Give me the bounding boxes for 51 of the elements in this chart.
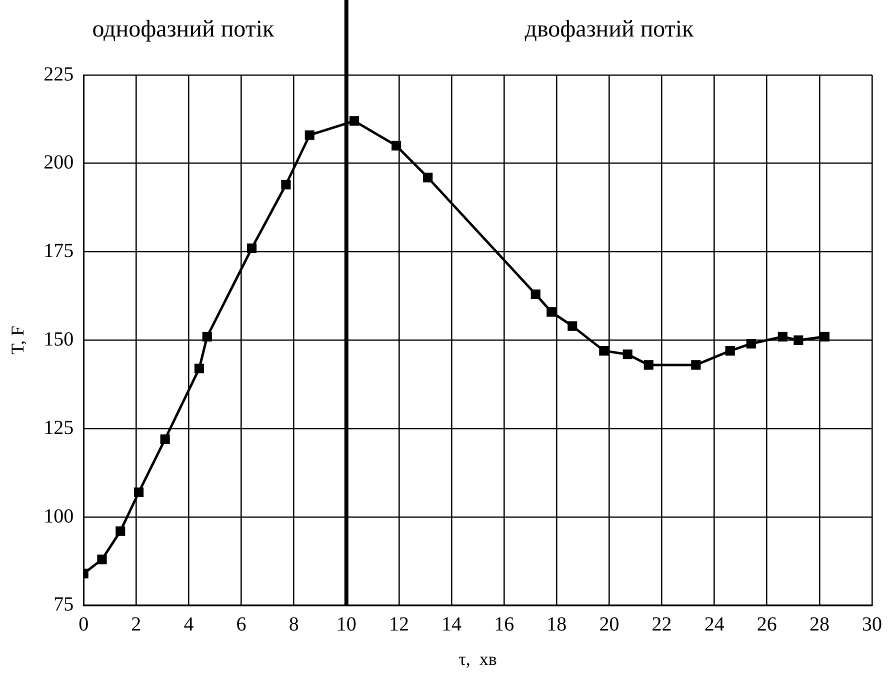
- y-tick-label: 75: [54, 594, 74, 616]
- text: двофазний потік: [524, 16, 694, 42]
- point: [568, 321, 578, 331]
- x-tick-label: 14: [442, 614, 462, 636]
- y-tick-label: 175: [44, 240, 74, 262]
- point: [247, 243, 257, 254]
- y-tick-label: 200: [44, 152, 74, 174]
- point: [644, 360, 654, 370]
- x-tick-label: 0: [78, 614, 89, 636]
- x-tick-label: 18: [546, 614, 567, 636]
- point: [350, 116, 360, 126]
- x-tick-label: 20: [599, 614, 620, 636]
- x-tick-label: 8: [288, 614, 299, 636]
- x-tick-label: 28: [809, 614, 830, 636]
- point: [599, 346, 609, 356]
- point: [746, 338, 756, 349]
- point: [794, 335, 804, 345]
- x-tick-label: 30: [862, 614, 882, 636]
- x-tick-label: 2: [131, 614, 142, 636]
- x-tick-label: 10: [336, 614, 356, 636]
- point: [281, 180, 291, 190]
- x-axis-title: τ, хв: [458, 648, 497, 669]
- point: [160, 434, 170, 444]
- y-tick-label: 100: [44, 505, 74, 528]
- point: [202, 332, 212, 342]
- x-tick-label: 24: [704, 614, 724, 636]
- x-tick-label: 4: [184, 614, 194, 636]
- x-tick-label: 16: [494, 614, 514, 636]
- y-tick-label: 225: [44, 63, 74, 86]
- y-axis-title: T, F: [8, 326, 28, 355]
- point: [691, 360, 701, 370]
- point: [97, 554, 107, 564]
- x-tick-label: 22: [652, 614, 672, 636]
- text: однофазний потік: [92, 16, 274, 42]
- x-tick-label: 26: [756, 614, 777, 636]
- x-tick-label: 12: [388, 614, 409, 636]
- y-tick-label: 150: [44, 328, 74, 350]
- point: [530, 289, 540, 300]
- y-tick-label: 125: [44, 416, 74, 439]
- point: [392, 140, 402, 151]
- point: [194, 364, 204, 374]
- point: [423, 172, 433, 182]
- x-tick-label: 6: [236, 614, 246, 636]
- point: [622, 350, 632, 360]
- point: [134, 487, 144, 498]
- point: [546, 307, 556, 317]
- point: [116, 526, 126, 536]
- point: [820, 332, 830, 342]
- point: [304, 130, 314, 140]
- point: [778, 332, 788, 342]
- point: [725, 346, 735, 356]
